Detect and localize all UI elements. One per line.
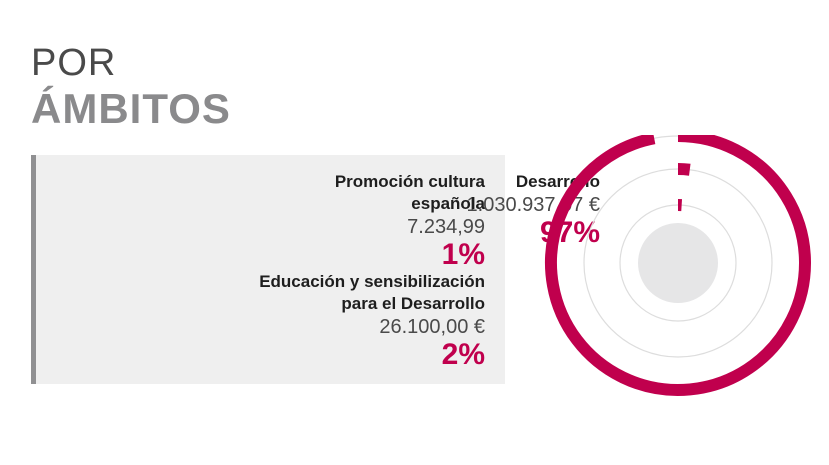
arc-educación <box>677 163 691 176</box>
entry-amount: 26.100,00 € <box>379 316 485 338</box>
entry-percent: 2% <box>441 338 485 371</box>
entry-promocion: Promoción cultura española 7.234,99 1% <box>285 171 485 271</box>
title-line-2: ÁMBITOS <box>31 85 231 132</box>
entry-amount: 7.234,99 <box>407 216 485 238</box>
entry-percent: 1% <box>441 238 485 271</box>
entry-name: Promoción cultura española <box>334 172 485 213</box>
entry-educacion: Educación y sensibilización para el Desa… <box>185 271 485 371</box>
title-line-1: POR <box>31 42 117 84</box>
entry-name: Educación y sensibilización para el Desa… <box>259 272 485 313</box>
chart-center <box>638 223 718 303</box>
arc-desarrollo <box>545 135 811 396</box>
radial-bar-chart <box>545 135 811 396</box>
legend-panel <box>31 155 505 384</box>
